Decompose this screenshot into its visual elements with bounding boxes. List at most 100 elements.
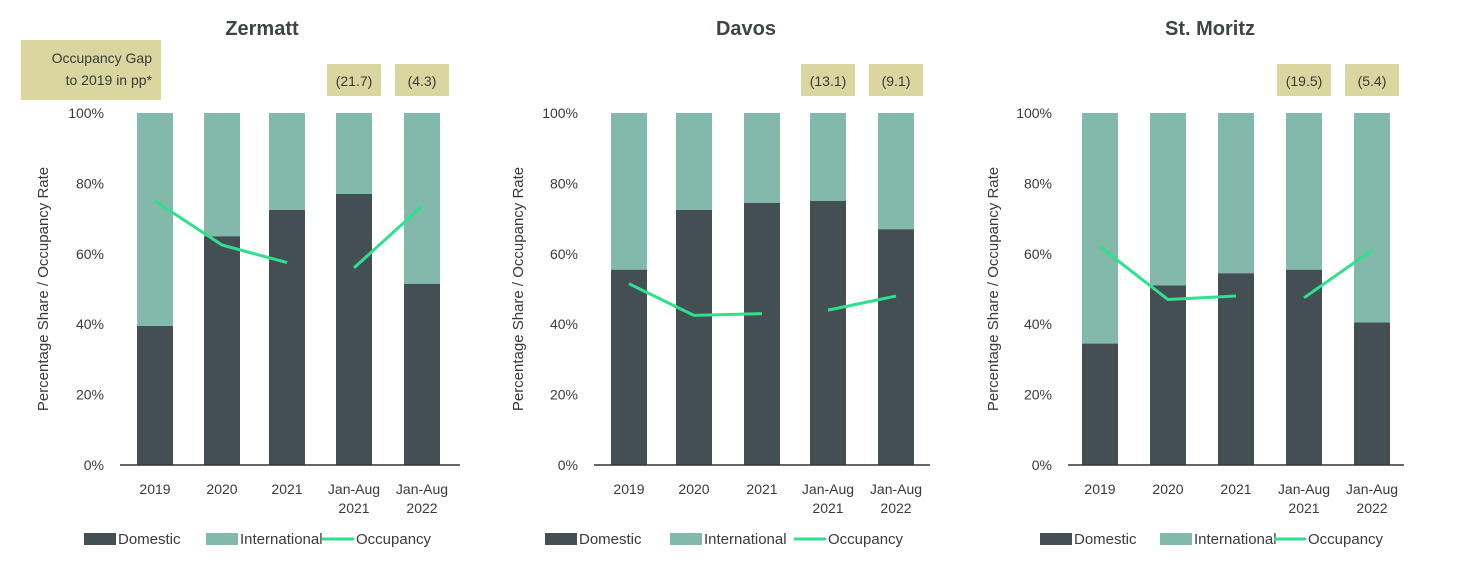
bar-international — [1150, 113, 1186, 285]
gap-label: (4.3) — [408, 73, 437, 89]
bar-domestic — [404, 284, 440, 465]
legend-label-international: International — [704, 531, 787, 548]
chart-panel-2: St. Moritz Percentage Share / Occupancy R… — [985, 18, 1404, 548]
bar-international — [878, 113, 914, 229]
y-tick-label: 80% — [76, 175, 104, 191]
x-tick-label: 2019 — [1084, 481, 1115, 497]
bar-international — [676, 113, 712, 210]
bar-domestic — [611, 270, 647, 465]
bar-international — [810, 113, 846, 201]
legend-label-occupancy: Occupancy — [828, 531, 904, 548]
x-tick-label: 2019 — [139, 481, 170, 497]
legend: Domestic International Occupancy — [545, 531, 904, 548]
y-tick-label: 20% — [76, 387, 104, 403]
bar-international — [204, 113, 240, 236]
y-tick-label: 100% — [1016, 105, 1052, 121]
legend-swatch-international — [670, 533, 702, 545]
y-axis-label: Percentage Share / Occupancy Rate — [985, 167, 1002, 411]
gap-caption: Occupancy Gap to 2019 in pp* — [21, 40, 161, 100]
legend-label-domestic: Domestic — [118, 531, 181, 548]
gap-caption-line-2: to 2019 in pp* — [66, 72, 153, 88]
bar-domestic — [1354, 322, 1390, 465]
y-tick-label: 80% — [550, 175, 578, 191]
bar-domestic — [336, 194, 372, 465]
bar-domestic — [1150, 285, 1186, 465]
bar-international — [269, 113, 305, 210]
x-tick-label: 2020 — [678, 481, 709, 497]
y-tick-label: 40% — [550, 316, 578, 332]
bar-international — [1082, 113, 1118, 344]
bar-domestic — [878, 229, 914, 465]
legend-label-international: International — [1194, 531, 1277, 548]
y-tick-label: 60% — [76, 246, 104, 262]
bar-international — [336, 113, 372, 194]
y-tick-label: 60% — [550, 246, 578, 262]
x-tick-label: 2021 — [338, 500, 369, 516]
bar-international — [611, 113, 647, 270]
y-tick-label: 80% — [1024, 175, 1052, 191]
legend-label-domestic: Domestic — [1074, 531, 1137, 548]
bar-domestic — [744, 203, 780, 465]
legend-label-international: International — [240, 531, 323, 548]
legend-swatch-international — [206, 533, 238, 545]
legend-swatch-domestic — [1040, 533, 1072, 545]
y-tick-label: 60% — [1024, 246, 1052, 262]
x-tick-label: 2022 — [880, 500, 911, 516]
gap-caption-box — [21, 40, 161, 100]
y-axis-label: Percentage Share / Occupancy Rate — [35, 167, 52, 411]
x-tick-label: Jan-Aug — [1346, 481, 1398, 497]
bar-international — [744, 113, 780, 203]
y-tick-label: 40% — [1024, 316, 1052, 332]
y-tick-label: 0% — [84, 457, 104, 473]
gap-label: (13.1) — [810, 73, 847, 89]
bar-domestic — [137, 326, 173, 465]
y-tick-label: 100% — [542, 105, 578, 121]
y-tick-label: 0% — [1032, 457, 1052, 473]
x-tick-label: 2019 — [613, 481, 644, 497]
gap-caption-line-1: Occupancy Gap — [52, 50, 153, 66]
bar-international — [404, 113, 440, 284]
bar-domestic — [269, 210, 305, 465]
x-tick-label: 2021 — [1288, 500, 1319, 516]
y-tick-label: 40% — [76, 316, 104, 332]
gap-label: (21.7) — [336, 73, 373, 89]
chart-title: Zermatt — [225, 18, 299, 40]
bar-international — [1354, 113, 1390, 322]
x-tick-label: 2022 — [1356, 500, 1387, 516]
x-tick-label: Jan-Aug — [1278, 481, 1330, 497]
legend-swatch-domestic — [84, 533, 116, 545]
x-tick-label: 2020 — [1152, 481, 1183, 497]
bar-domestic — [676, 210, 712, 465]
bar-domestic — [1286, 270, 1322, 465]
chart-title: Davos — [716, 18, 776, 40]
x-tick-label: Jan-Aug — [328, 481, 380, 497]
x-tick-label: 2021 — [1220, 481, 1251, 497]
bar-domestic — [810, 201, 846, 465]
bar-domestic — [1218, 273, 1254, 465]
bar-domestic — [1082, 344, 1118, 465]
bar-international — [1286, 113, 1322, 270]
x-tick-label: 2022 — [406, 500, 437, 516]
legend: Domestic International Occupancy — [1040, 531, 1384, 548]
legend-swatch-domestic — [545, 533, 577, 545]
y-tick-label: 20% — [550, 387, 578, 403]
y-axis-label: Percentage Share / Occupancy Rate — [510, 167, 527, 411]
x-tick-label: 2021 — [812, 500, 843, 516]
y-tick-label: 20% — [1024, 387, 1052, 403]
x-tick-label: 2021 — [746, 481, 777, 497]
x-tick-label: Jan-Aug — [870, 481, 922, 497]
x-tick-label: Jan-Aug — [396, 481, 448, 497]
x-tick-label: 2021 — [271, 481, 302, 497]
bar-international — [137, 113, 173, 326]
legend-label-domestic: Domestic — [579, 531, 642, 548]
legend-label-occupancy: Occupancy — [1308, 531, 1384, 548]
y-tick-label: 100% — [68, 105, 104, 121]
gap-label: (19.5) — [1286, 73, 1323, 89]
gap-label: (5.4) — [1358, 73, 1387, 89]
legend-swatch-international — [1160, 533, 1192, 545]
chart-title: St. Moritz — [1165, 18, 1255, 40]
